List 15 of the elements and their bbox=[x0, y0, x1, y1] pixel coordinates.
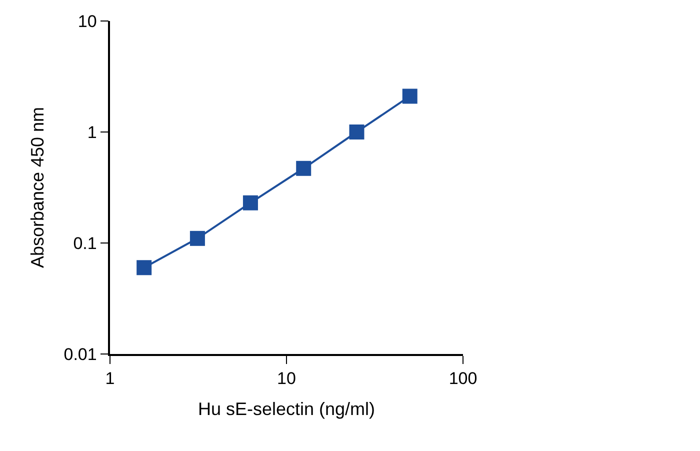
x-tick-label: 10 bbox=[277, 369, 296, 388]
y-tick-label: 1 bbox=[87, 122, 97, 142]
point bbox=[190, 230, 205, 246]
y-tick-label: 10 bbox=[78, 12, 97, 31]
y-axis-title: Absorbance 450 nm bbox=[27, 106, 48, 268]
point bbox=[296, 160, 312, 176]
point bbox=[136, 260, 152, 276]
point bbox=[349, 124, 364, 140]
x-axis-title: Hu sE-selectin (ng/ml) bbox=[198, 398, 376, 419]
y-tick-label: 0.1 bbox=[73, 234, 97, 253]
y-tick-label: 0.01 bbox=[64, 344, 97, 364]
x-tick-label: 1 bbox=[105, 369, 115, 388]
point bbox=[242, 195, 258, 210]
point bbox=[402, 88, 418, 104]
x-tick-label: 100 bbox=[448, 369, 478, 388]
